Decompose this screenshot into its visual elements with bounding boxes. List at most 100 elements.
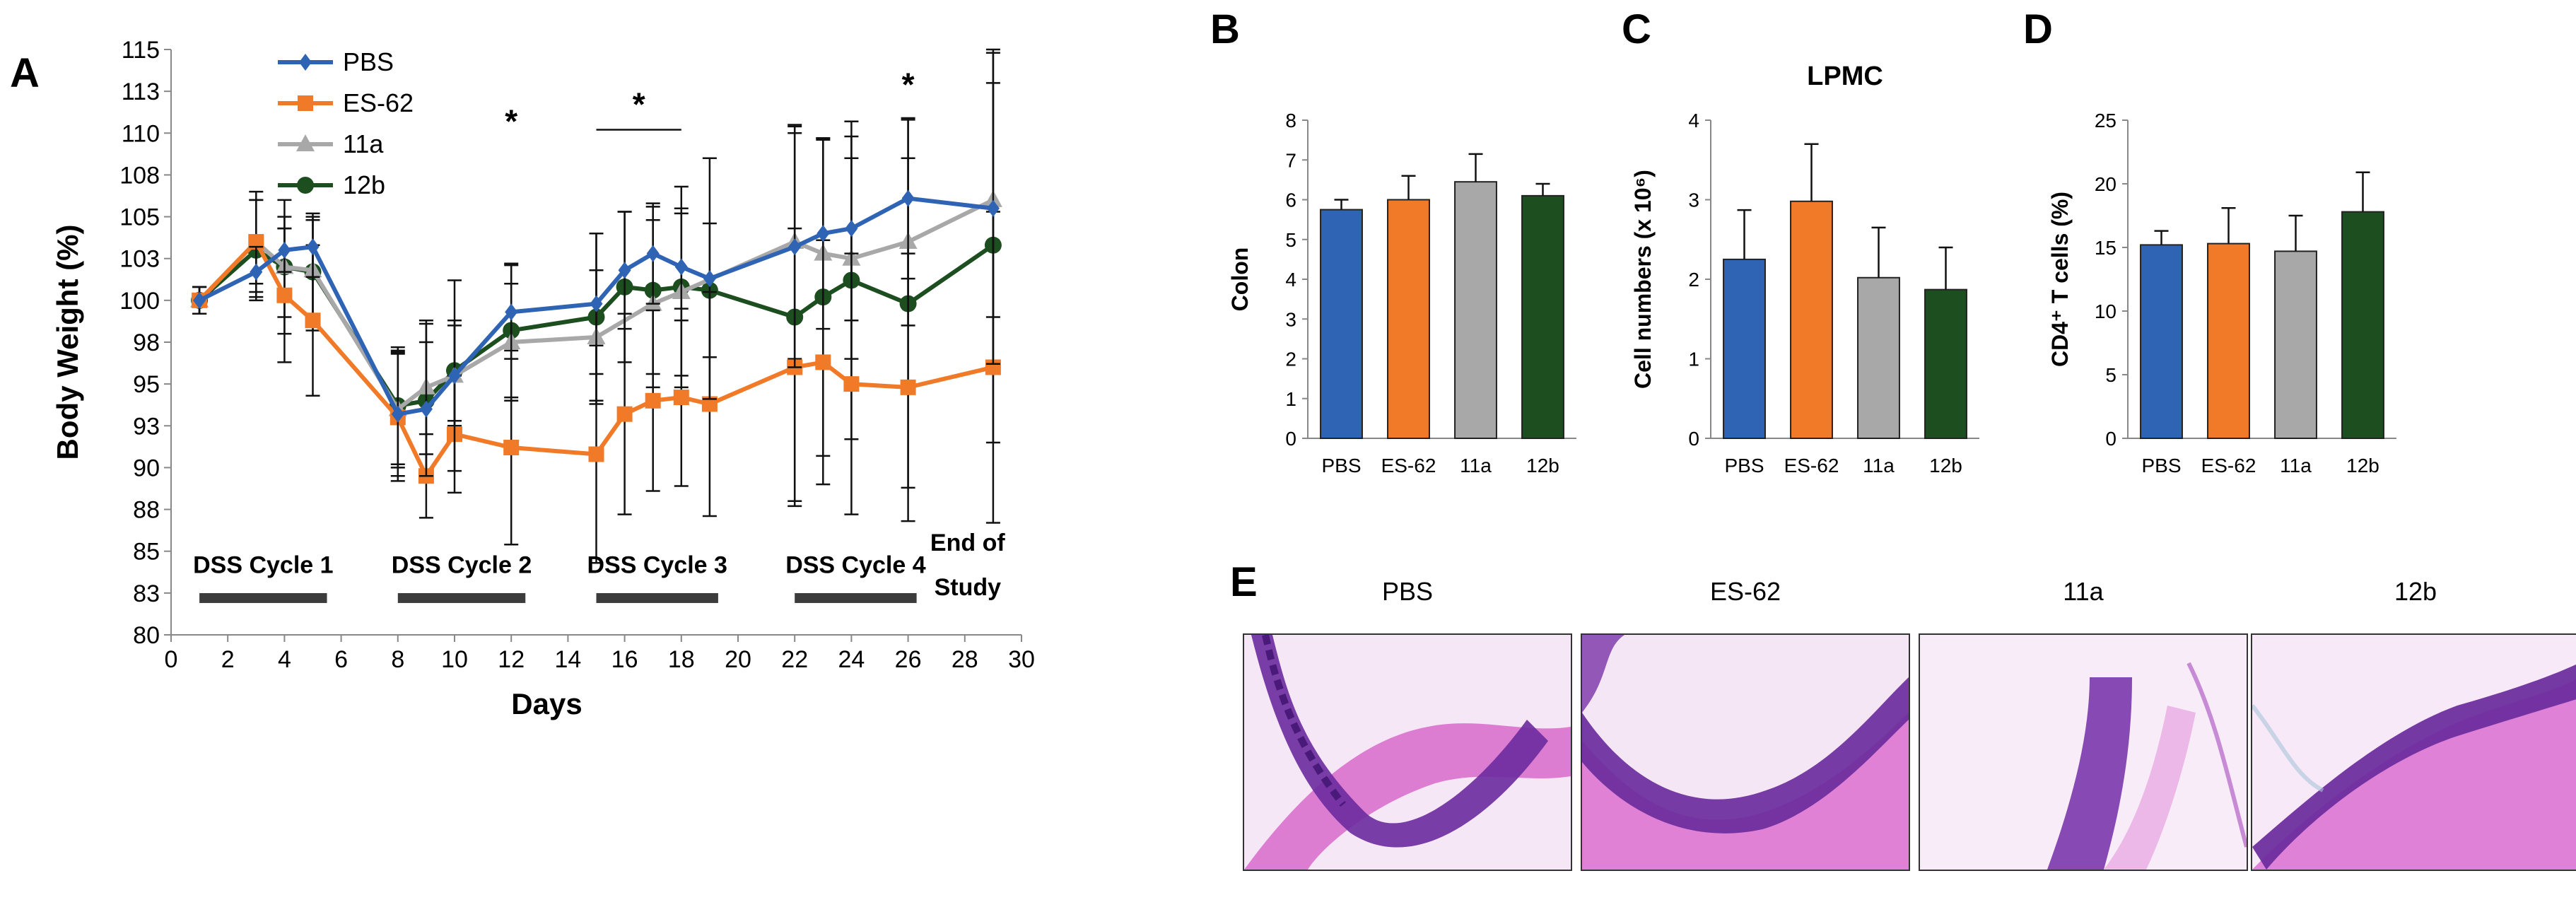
x-tick-label: 14 — [554, 646, 581, 673]
data-point-es-62 — [248, 234, 264, 250]
panel-letter-a: A — [10, 50, 40, 96]
y-axis-title: Colon — [1227, 247, 1253, 312]
end-of-study-label: Study — [935, 574, 1002, 601]
histology-label-12b: 12b — [2394, 577, 2437, 606]
data-point-es-62 — [645, 392, 661, 409]
cd4-bar-chart: 0 5 10 15 20 25 CD4⁺ T cells (%) PBS ES-62 11a 12b — [2047, 110, 2396, 476]
x-tick-label: 28 — [952, 646, 978, 673]
legend-marker-es-62 — [298, 95, 313, 111]
dss-cycle-label: DSS Cycle 2 — [392, 551, 532, 578]
bar-12b — [2341, 211, 2384, 439]
y-tick-label: 100 — [119, 288, 160, 315]
dss-cycle-bar — [795, 592, 917, 603]
x-tick-label: 6 — [334, 646, 348, 673]
y-tick-label: 1 — [1688, 349, 1699, 370]
data-point-pbs — [278, 241, 291, 259]
legend-label-es-62: ES-62 — [343, 88, 414, 117]
bar-11a — [2274, 250, 2317, 439]
x-tick-label: 8 — [391, 646, 404, 673]
y-tick-label: 5 — [2105, 364, 2117, 386]
x-tick-label: 26 — [895, 646, 922, 673]
y-tick-label: 0 — [1688, 428, 1699, 450]
dss-cycle-bar — [596, 592, 718, 603]
data-point-es-62 — [503, 440, 520, 456]
bar-es-62 — [2207, 242, 2250, 439]
y-tick-label: 25 — [2095, 110, 2117, 131]
data-point-pbs — [816, 225, 830, 242]
data-point-pbs — [986, 199, 1000, 217]
y-tick-label: 5 — [1285, 229, 1296, 251]
bar-pbs — [2140, 244, 2183, 439]
data-point-es-62 — [588, 446, 604, 462]
y-tick-label: 108 — [119, 162, 160, 189]
data-point-pbs — [448, 367, 461, 385]
legend-label-11a: 11a — [343, 129, 384, 158]
bar-12b — [1924, 288, 1967, 439]
data-point-pbs — [193, 291, 206, 309]
x-tick-label: 16 — [611, 646, 638, 673]
y-tick-label: 10 — [2095, 300, 2117, 322]
y-tick-label: 103 — [119, 246, 160, 273]
y-tick-label: 3 — [1285, 308, 1296, 330]
y-tick-label: 80 — [133, 622, 160, 649]
series-line-11a — [197, 198, 995, 413]
x-tick-label: 12 — [498, 646, 525, 673]
significance-star: * — [633, 86, 645, 123]
data-point-pbs — [419, 400, 433, 418]
legend-label-pbs: PBS — [343, 47, 394, 76]
data-point-pbs — [618, 262, 631, 279]
data-point-pbs — [788, 238, 802, 256]
x-tick-label-pbs: PBS — [2141, 455, 2181, 476]
x-tick-label: 22 — [781, 646, 808, 673]
x-axis-title: Days — [511, 687, 582, 720]
y-tick-label: 7 — [1285, 149, 1296, 171]
y-tick-label: 110 — [122, 120, 160, 147]
dss-cycle-label: DSS Cycle 1 — [193, 551, 333, 578]
x-tick-label-12b: 12b — [1929, 455, 1962, 476]
x-tick-label-pbs: PBS — [1724, 455, 1764, 476]
significance-star: * — [505, 103, 517, 139]
x-tick-label-es-62: ES-62 — [1381, 455, 1436, 476]
legend-label-12b: 12b — [343, 170, 385, 199]
histology-image-es62 — [1581, 633, 1910, 871]
y-tick-label: 4 — [1688, 110, 1699, 131]
series-pbs — [192, 52, 1000, 477]
y-axis-title: Cell numbers (x 10⁶) — [1630, 170, 1656, 389]
bar-es-62 — [1790, 200, 1833, 439]
panel-letter-c: C — [1622, 6, 1651, 52]
end-of-study-label: End of — [930, 530, 1005, 556]
x-tick-label-es-62: ES-62 — [2201, 455, 2256, 476]
bar-11a — [1454, 181, 1497, 439]
data-point-pbs — [646, 245, 660, 262]
data-point-es-62 — [305, 312, 321, 329]
dss-cycle-bar — [397, 592, 526, 603]
x-tick-label: 20 — [725, 646, 751, 673]
y-tick-label: 15 — [2095, 237, 2117, 259]
histology-image-12b — [2251, 633, 2576, 871]
bar-es-62 — [1387, 199, 1430, 439]
data-point-es-62 — [276, 287, 293, 303]
dss-cycle-bar — [199, 592, 327, 603]
y-tick-label: 113 — [122, 78, 160, 105]
x-tick-label: 2 — [221, 646, 235, 673]
data-point-es-62 — [843, 376, 860, 392]
y-tick-label: 4 — [1285, 269, 1296, 291]
lpmc-bar-chart: LPMC 0 1 2 3 4 Cell numbers (x 10⁶) PBS ES-62 11a… — [1630, 64, 1979, 476]
data-point-pbs — [505, 303, 518, 321]
colon-bar-chart: 0 1 2 3 4 5 6 7 8 Colon PBS ES-62 11a 12b — [1227, 110, 1576, 476]
histology-label-11a: 11a — [2063, 577, 2104, 606]
y-tick-label: 20 — [2095, 173, 2117, 195]
y-tick-label: 2 — [1285, 349, 1296, 370]
panel-letter-d: D — [2023, 6, 2053, 52]
x-tick-label-12b: 12b — [2346, 455, 2379, 476]
histology-label-pbs: PBS — [1381, 577, 1434, 606]
legend-marker-pbs — [299, 54, 312, 71]
x-tick-label: 10 — [441, 646, 468, 673]
legend-marker-12b — [297, 177, 314, 194]
y-tick-label: 90 — [133, 455, 160, 481]
x-tick-label: 18 — [668, 646, 695, 673]
y-tick-label: 115 — [122, 37, 160, 64]
y-tick-label: 3 — [1688, 189, 1699, 211]
x-tick-label-12b: 12b — [1526, 455, 1559, 476]
